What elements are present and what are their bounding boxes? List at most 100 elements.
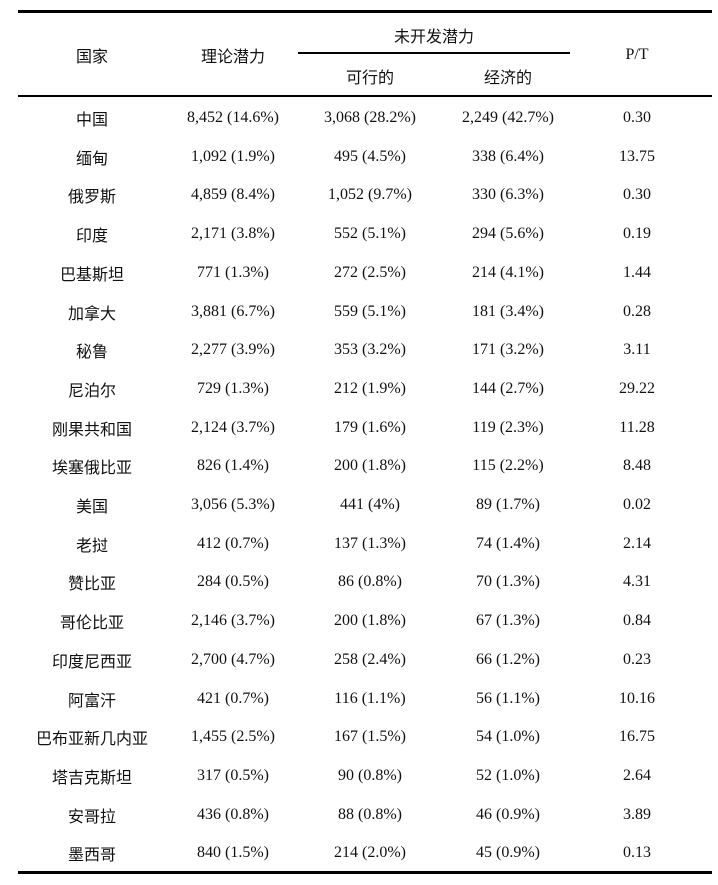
cell-feasible: 200 (1.8%) [334,612,406,630]
cell-theoretical: 4,859 (8.4%) [191,186,275,204]
header-feasible: 可行的 [345,70,395,87]
cell-feasible: 90 (0.8%) [338,766,402,784]
cell-pt: 3.89 [623,805,651,823]
cell-feasible: 167 (1.5%) [334,728,406,746]
cell-pt: 2.14 [623,534,651,552]
cell-feasible: 1,052 (9.7%) [328,186,412,204]
cell-pt: 0.84 [623,612,651,630]
cell-pt: 13.75 [619,147,655,165]
cell-feasible: 137 (1.3%) [334,534,406,552]
cell-country: 秘鲁 [75,344,109,362]
cell-theoretical: 436 (0.8%) [197,805,269,823]
cell-theoretical: 840 (1.5%) [197,844,269,862]
cell-feasible: 200 (1.8%) [334,457,406,475]
cell-country: 美国 [75,499,109,516]
header-pt: P/T [625,46,649,63]
cell-country: 墨西哥 [67,847,117,865]
cell-feasible: 3,068 (28.2%) [324,109,416,126]
cell-theoretical: 2,124 (3.7%) [191,418,275,436]
cell-economic: 144 (2.7%) [472,379,544,397]
cell-feasible: 116 (1.1%) [334,689,406,707]
cell-country: 尼泊尔 [67,382,117,400]
cell-pt: 0.30 [623,109,651,126]
cell-theoretical: 317 (0.5%) [197,766,269,784]
cell-economic: 45 (0.9%) [476,844,540,862]
cell-economic: 56 (1.1%) [476,689,540,707]
cell-feasible: 441 (4%) [340,496,400,513]
cell-country: 印度 [75,228,109,246]
cell-country: 印度尼西亚 [51,653,133,671]
cell-country: 安哥拉 [67,808,117,826]
cell-country: 刚果共和国 [51,421,133,439]
cell-theoretical: 3,056 (5.3%) [191,496,275,513]
cell-country: 中国 [75,112,109,129]
cell-pt: 16.75 [619,728,655,746]
cell-economic: 89 (1.7%) [476,496,540,513]
cell-pt: 10.16 [619,689,655,707]
cell-economic: 330 (6.3%) [472,186,544,204]
cell-feasible: 86 (0.8%) [338,573,402,591]
cell-economic: 214 (4.1%) [472,263,544,281]
cell-theoretical: 826 (1.4%) [197,457,269,475]
cell-economic: 338 (6.4%) [472,147,544,165]
cell-theoretical: 421 (0.7%) [197,689,269,707]
cell-theoretical: 284 (0.5%) [197,573,269,591]
cell-country: 俄罗斯 [67,189,117,207]
cell-economic: 294 (5.6%) [472,225,544,243]
cell-theoretical: 1,092 (1.9%) [191,147,275,165]
cell-feasible: 559 (5.1%) [334,302,406,320]
cell-economic: 46 (0.9%) [476,805,540,823]
cell-feasible: 258 (2.4%) [334,650,406,668]
cell-country: 缅甸 [75,150,109,168]
cell-theoretical: 2,277 (3.9%) [191,341,275,359]
cell-pt: 8.48 [623,457,651,475]
cell-pt: 0.23 [623,650,651,668]
cell-economic: 181 (3.4%) [472,302,544,320]
cell-pt: 0.13 [623,844,651,862]
cell-economic: 54 (1.0%) [476,728,540,746]
cell-economic: 74 (1.4%) [476,534,540,552]
cell-feasible: 552 (5.1%) [334,225,406,243]
cell-feasible: 212 (1.9%) [334,379,406,397]
cell-country: 老挝 [75,537,109,555]
cell-economic: 2,249 (42.7%) [462,109,554,126]
cell-theoretical: 412 (0.7%) [197,534,269,552]
bottom-rule [18,871,712,874]
cell-theoretical: 2,146 (3.7%) [191,612,275,630]
cell-country: 塔吉克斯坦 [51,769,133,787]
cell-economic: 70 (1.3%) [476,573,540,591]
cell-economic: 67 (1.3%) [476,612,540,630]
header-theoretical: 理论潜力 [200,49,266,66]
cell-country: 阿富汗 [67,692,117,710]
cell-theoretical: 1,455 (2.5%) [191,728,275,746]
cell-pt: 0.19 [623,225,651,243]
cell-country: 埃塞俄比亚 [51,460,133,478]
cell-theoretical: 771 (1.3%) [197,263,269,281]
cell-theoretical: 2,700 (4.7%) [191,650,275,668]
cell-pt: 2.64 [623,766,651,784]
cell-feasible: 272 (2.5%) [334,263,406,281]
cell-pt: 0.28 [623,302,651,320]
cell-theoretical: 3,881 (6.7%) [191,302,275,320]
cell-country: 巴基斯坦 [59,266,125,284]
header-undeveloped: 未开发潜力 [393,29,475,46]
cell-country: 哥伦比亚 [59,615,125,633]
cell-pt: 4.31 [623,573,651,591]
cell-pt: 1.44 [623,263,651,281]
cell-theoretical: 2,171 (3.8%) [191,225,275,243]
cell-economic: 115 (2.2%) [472,457,544,475]
cell-pt: 29.22 [619,379,655,397]
cell-theoretical: 729 (1.3%) [197,379,269,397]
top-rule [18,10,712,13]
cell-feasible: 353 (3.2%) [334,341,406,359]
header-rule [18,95,712,97]
cell-economic: 171 (3.2%) [472,341,544,359]
cell-economic: 52 (1.0%) [476,766,540,784]
cell-feasible: 179 (1.6%) [334,418,406,436]
header-country: 国家 [75,49,109,66]
cell-pt: 0.02 [623,496,651,513]
cell-country: 巴布亚新几内亚 [35,731,149,749]
cell-feasible: 214 (2.0%) [334,844,406,862]
cell-theoretical: 8,452 (14.6%) [187,109,279,126]
group-rule [298,52,570,54]
